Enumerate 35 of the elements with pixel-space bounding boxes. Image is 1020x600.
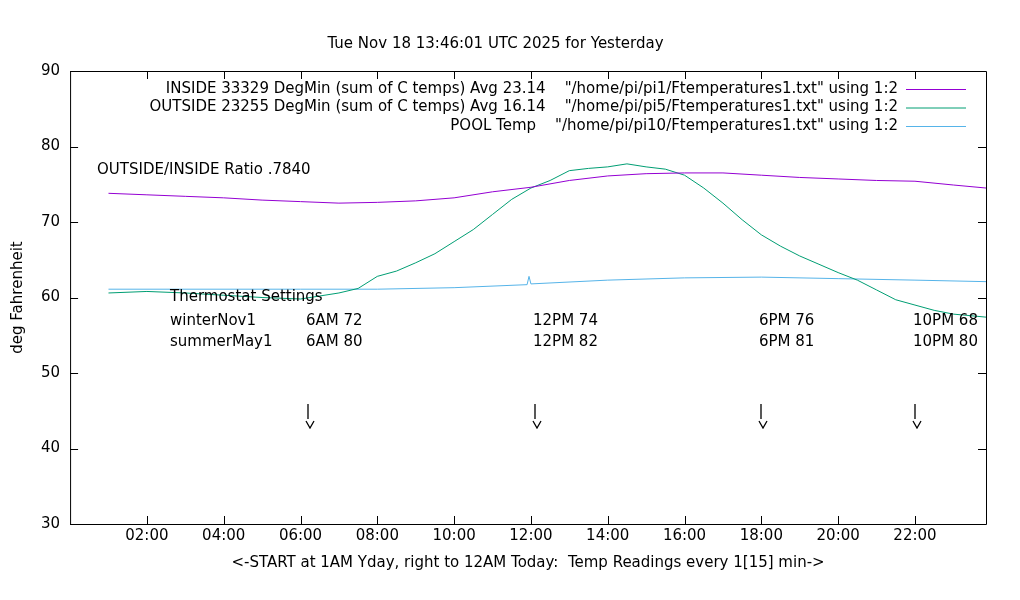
- legend-label: INSIDE 33329 DegMin (sum of C temps) Avg 23.14 "/home/pi/pi1/Ftemperatures1.txt" using 1:2: [165, 78, 898, 97]
- x-tick-label: 12:00: [509, 525, 553, 544]
- x-tick-label: 20:00: [816, 525, 860, 544]
- x-tick-label: 14:00: [586, 525, 630, 544]
- y-tick-label: 60: [40, 287, 61, 306]
- y-tick-label: 50: [40, 362, 61, 381]
- annotation: 6PM 76: [759, 310, 815, 329]
- x-tick-label: 08:00: [355, 525, 399, 544]
- annotation: winterNov1: [170, 310, 257, 329]
- legend-label: OUTSIDE 23255 DegMin (sum of C temps) Avg 16.14 "/home/pi/pi5/Ftemperatures1.txt" using 1:2: [149, 97, 898, 116]
- legend-label: POOL Temp "/home/pi/pi10/Ftemperatures1.txt" using 1:2: [450, 115, 898, 134]
- y-tick-label: 70: [40, 211, 61, 230]
- y-tick-label: 90: [40, 60, 61, 79]
- x-tick-label: 16:00: [662, 525, 707, 544]
- x-axis-title: <-START at 1AM Yday, right to 12AM Today: Temp Readings every 1[15] min->: [231, 552, 825, 571]
- annotation: 10PM 80: [913, 331, 978, 350]
- chart-title: Tue Nov 18 13:46:01 UTC 2025 for Yesterday: [326, 33, 664, 52]
- y-tick-label: 80: [40, 136, 61, 155]
- y-tick-label: 30: [40, 513, 61, 532]
- annotation: 6PM 81: [759, 331, 815, 350]
- x-tick-label: 18:00: [739, 525, 783, 544]
- x-tick-label: 02:00: [125, 525, 169, 544]
- annotation: OUTSIDE/INSIDE Ratio .7840: [97, 159, 311, 178]
- y-tick-label: 40: [40, 438, 61, 457]
- x-tick-label: 10:00: [432, 525, 476, 544]
- annotation: 12PM 74: [533, 310, 598, 329]
- annotation: 6AM 80: [306, 331, 363, 350]
- annotation: summerMay1: [170, 331, 273, 350]
- y-axis-title: deg Fahrenheit: [7, 241, 26, 354]
- x-tick-label: 04:00: [202, 525, 246, 544]
- annotation: 12PM 82: [533, 331, 598, 350]
- annotation: 10PM 68: [913, 310, 978, 329]
- x-tick-label: 06:00: [278, 525, 323, 544]
- x-tick-label: 22:00: [893, 525, 937, 544]
- annotation: 6AM 72: [306, 310, 363, 329]
